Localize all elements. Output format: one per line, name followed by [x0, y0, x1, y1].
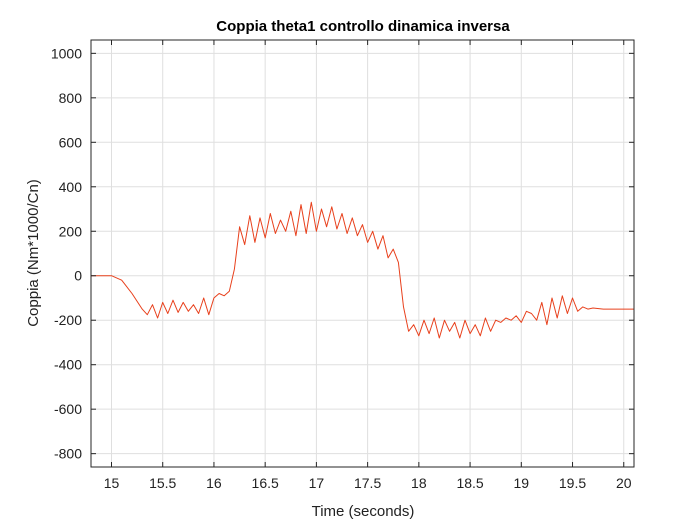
y-tick-label: -400 [54, 357, 82, 373]
x-tick-labels: 15 15.5 16 16.5 17 17.5 18 18.5 19 19.5 20 [104, 475, 632, 491]
grid-lines [91, 40, 634, 467]
y-tick-label: 0 [74, 268, 82, 284]
x-tick-label: 20 [616, 475, 632, 491]
series-layer [91, 201, 634, 339]
x-tick-label: 19 [514, 475, 530, 491]
y-axis-label: Coppia (Nm*1000/Cn) [25, 179, 42, 327]
y-tick-label: -200 [54, 312, 82, 328]
y-tick-label: 400 [59, 179, 83, 195]
x-tick-label: 18 [411, 475, 427, 491]
plot-frame [90, 39, 635, 468]
y-tick-label: 1000 [51, 45, 82, 61]
y-tick-labels: -800 -600 -400 -200 0 200 400 600 800 1000 [51, 45, 82, 461]
axis-ticks [91, 40, 634, 467]
x-axis-label: Time (seconds) [312, 503, 415, 520]
x-tick-label: 16 [206, 475, 222, 491]
x-tick-label: 15.5 [149, 475, 176, 491]
x-tick-label: 16.5 [252, 475, 279, 491]
series-line [91, 201, 634, 339]
y-tick-label: 800 [59, 90, 83, 106]
chart-title: Coppia theta1 controllo dinamica inversa [216, 18, 510, 35]
x-tick-label: 15 [104, 475, 120, 491]
y-tick-label: 200 [59, 223, 83, 239]
y-tick-label: -800 [54, 446, 82, 462]
x-tick-label: 17 [309, 475, 325, 491]
x-tick-label: 19.5 [559, 475, 586, 491]
y-tick-label: 600 [59, 134, 83, 150]
y-tick-label: -600 [54, 401, 82, 417]
x-tick-label: 17.5 [354, 475, 381, 491]
x-tick-label: 18.5 [456, 475, 483, 491]
